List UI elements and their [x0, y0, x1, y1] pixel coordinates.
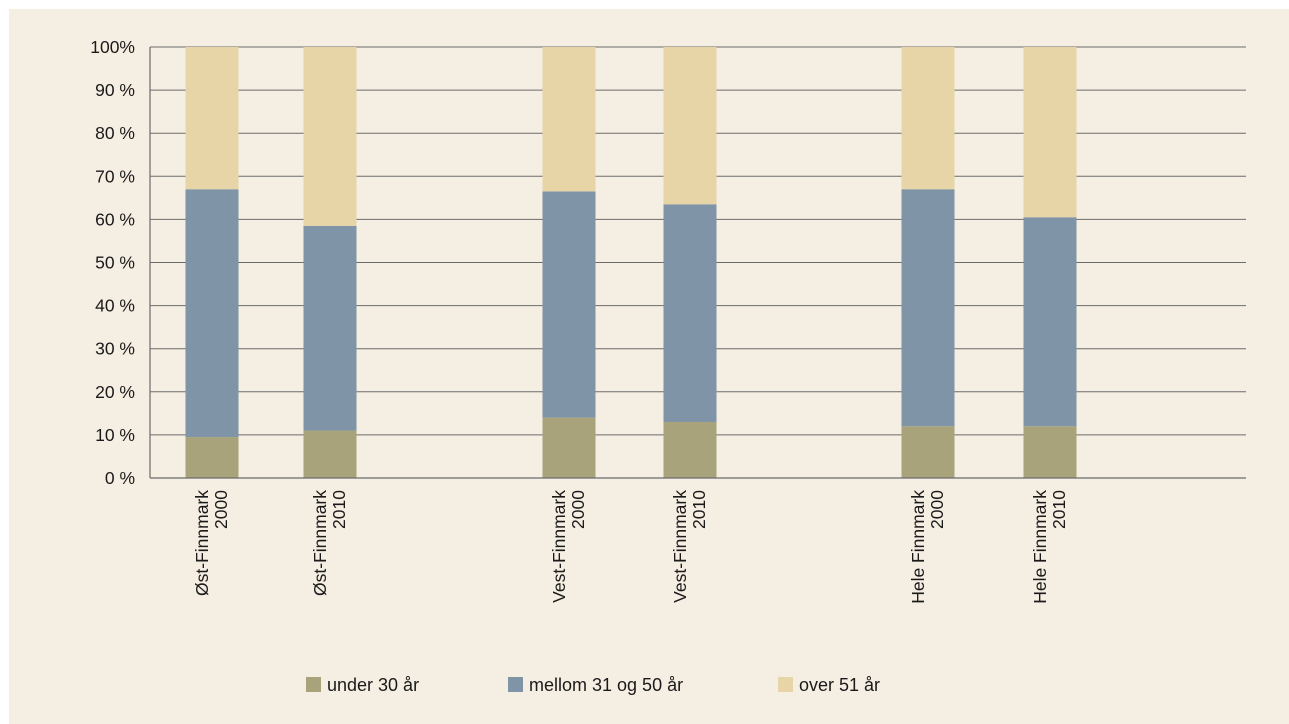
x-category-label-year: 2010	[689, 490, 709, 529]
axes	[149, 47, 1246, 479]
legend-item: mellom 31 og 50 år	[508, 675, 683, 695]
bar-segment	[303, 225, 357, 431]
bar-segment	[303, 47, 357, 226]
bar-segment	[303, 430, 357, 478]
y-tick-label: 80 %	[95, 123, 135, 143]
x-category-label-year: 2010	[329, 490, 349, 529]
bar-segment	[663, 47, 717, 205]
bar-segment	[542, 417, 596, 478]
x-category-label-region: Øst-Finnmark	[310, 490, 330, 596]
x-category-label: Vest-Finnmark 2010	[670, 490, 709, 603]
y-axis-tick-labels: 0 % 10 % 20 % 30 % 40 % 50 % 60 % 70 % 80 % 90 % 1…	[90, 37, 135, 488]
x-category-label: Øst-Finnmark 2000	[192, 490, 231, 596]
x-category-label: Vest-Finnmark 2000	[549, 490, 588, 603]
x-category-label-region: Hele Finnmark	[908, 490, 928, 604]
x-category-label-year: 2010	[1049, 490, 1069, 529]
bar-segment	[901, 426, 955, 478]
bar-segment	[901, 189, 955, 427]
legend-swatch	[778, 677, 793, 692]
x-category-label-year: 2000	[927, 490, 947, 529]
bar-segment	[185, 47, 239, 190]
legend-swatch	[508, 677, 523, 692]
legend-label: under 30 år	[327, 675, 419, 695]
y-tick-label: 90 %	[95, 80, 135, 100]
y-tick-label: 0 %	[105, 468, 135, 488]
x-category-label-year: 2000	[211, 490, 231, 529]
bar-segment	[663, 204, 717, 422]
bar-segment	[542, 47, 596, 192]
legend-item: under 30 år	[306, 675, 419, 695]
legend-swatch	[306, 677, 321, 692]
y-tick-label: 70 %	[95, 166, 135, 186]
bar-segment	[185, 189, 239, 438]
bar-segment	[185, 437, 239, 478]
bars	[185, 47, 1077, 478]
x-category-label: Hele Finnmark 2010	[1030, 490, 1069, 604]
x-category-label-region: Vest-Finnmark	[670, 490, 690, 603]
bar-segment	[542, 191, 596, 418]
bar-segment	[663, 421, 717, 478]
x-category-label-region: Øst-Finnmark	[192, 490, 212, 596]
legend-item: over 51 år	[778, 675, 880, 695]
legend-label: mellom 31 og 50 år	[529, 675, 683, 695]
y-tick-label: 50 %	[95, 253, 135, 273]
x-category-label-year: 2000	[568, 490, 588, 529]
y-tick-label: 60 %	[95, 209, 135, 229]
bar-segment	[1023, 217, 1077, 427]
bar-segment	[1023, 47, 1077, 218]
bar-segment	[901, 47, 955, 190]
y-tick-label: 20 %	[95, 382, 135, 402]
x-category-label: Hele Finnmark 2000	[908, 490, 947, 604]
x-category-label-region: Hele Finnmark	[1030, 490, 1050, 604]
bar-segment	[1023, 426, 1077, 478]
x-category-label-region: Vest-Finnmark	[549, 490, 569, 603]
x-category-label: Øst-Finnmark 2010	[310, 490, 349, 596]
legend: under 30 år mellom 31 og 50 år over 51 år	[306, 675, 880, 695]
legend-label: over 51 år	[799, 675, 880, 695]
y-tick-label: 30 %	[95, 339, 135, 359]
x-axis-category-labels: Øst-Finnmark 2000 Øst-Finnmark 2010 Vest-Fin…	[192, 490, 1069, 604]
y-tick-label: 10 %	[95, 425, 135, 445]
y-tick-label: 40 %	[95, 296, 135, 316]
y-tick-label: 100%	[90, 37, 135, 57]
